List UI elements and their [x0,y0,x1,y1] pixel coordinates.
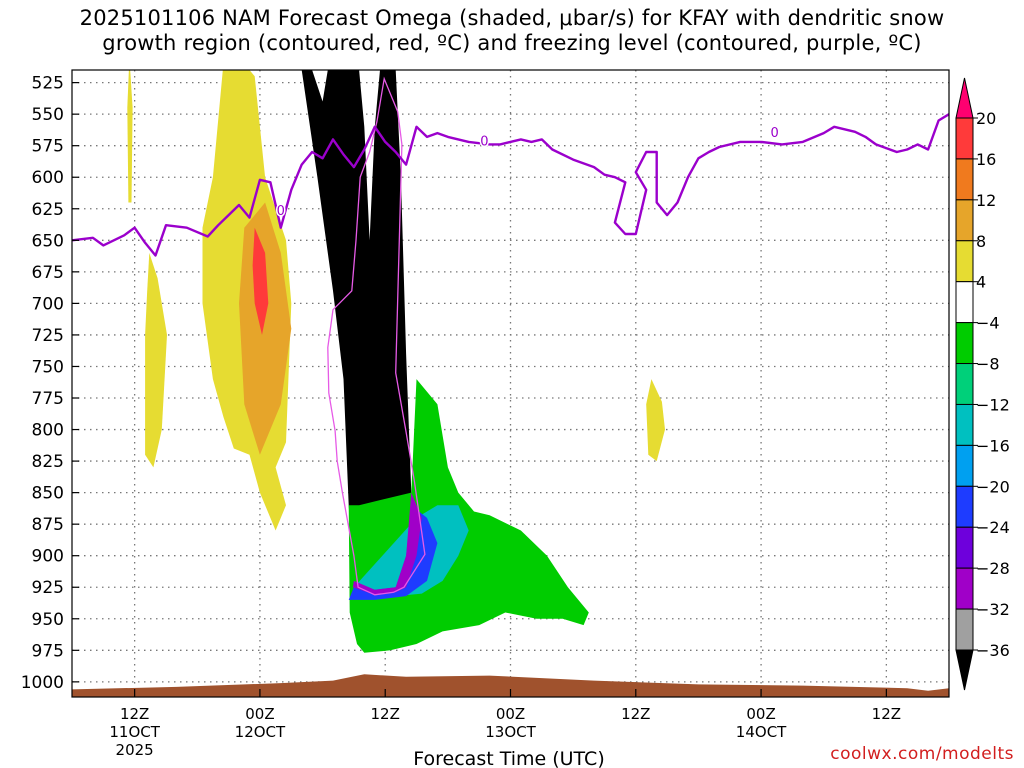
y-tick-label: 825 [32,452,64,472]
x-tick-label: 00Z [496,705,525,723]
freezing-level-line [72,113,949,257]
y-tick-label: 650 [32,231,64,251]
x-tick-label: 13OCT [485,723,536,741]
colorbar-box [955,281,974,324]
omega-region-6 [252,227,269,335]
colorbar-box [955,444,974,487]
y-tick-label: 775 [32,389,64,409]
x-tick-label: 12Z [621,705,650,723]
y-tick-label: 800 [32,421,64,441]
colorbar-box [955,608,974,651]
x-tick-label: 12Z [872,705,901,723]
x-tick-label: 00Z [746,705,775,723]
y-tick-label: 600 [32,168,64,188]
omega-colorbar: 20 16 12 8 4 −4 −8 −12 −16 −20 −24 −28 −32 −36 [955,77,1010,691]
freezing-level-label: 0 [771,126,779,141]
omega-region-5 [239,202,292,455]
omega-region-0 [275,70,412,590]
colorbar-box [955,158,974,201]
y-tick-label: 950 [32,610,64,630]
omega-shading [127,70,665,653]
y-tick-label: 900 [32,547,64,567]
colorbar-box [955,117,974,160]
x-tick-label: 11OCT [109,723,160,741]
colorbar-label: 16 [976,150,996,169]
x-tick-label: 12Z [120,705,149,723]
colorbar-label: −16 [976,436,1010,455]
colorbar-box [955,322,974,365]
colorbar-label: 8 [976,232,986,251]
omega-region-10 [352,492,422,595]
omega-region-2 [145,252,167,468]
omega-region-1 [127,70,133,203]
colorbar-box [955,567,974,610]
colorbar-bottom-arrow [955,649,974,691]
chart-title: 2025101106 NAM Forecast Omega (shaded, μ… [79,6,945,55]
freezing-level-label: 0 [277,204,285,219]
x-tick-label: 00Z [245,705,274,723]
colorbar-label: −20 [976,477,1010,496]
y-tick-label: 575 [32,137,64,157]
freezing-level-contour: 0 0 0 [72,113,949,257]
y-tick-label: 925 [32,578,64,598]
dgz-contours [327,76,426,596]
dgz-contour-0 [327,76,426,596]
x-tick-label: 12OCT [235,723,286,741]
colorbar-box [955,240,974,283]
y-tick-label: 1000 [21,673,64,693]
x-axis-title: Forecast Time (UTC) [413,748,604,768]
colorbar-label: −28 [976,559,1010,578]
x-tick-label: 12Z [371,705,400,723]
colorbar-label: 20 [976,109,996,128]
terrain-polygon [72,674,949,697]
colorbar-label: −12 [976,395,1010,414]
y-tick-label: 550 [32,105,64,125]
colorbar-label: 4 [976,273,986,292]
x-tick-label: 14OCT [736,723,787,741]
colorbar-box [955,363,974,405]
colorbar-box [955,403,974,446]
y-tick-label: 875 [32,515,64,535]
freezing-level-label: 0 [480,135,488,150]
colorbar-label: −8 [976,355,1000,374]
y-tick-label: 750 [32,357,64,377]
colorbar-label: −32 [976,600,1010,619]
y-tick-label: 675 [32,263,64,283]
colorbar-box [955,485,974,528]
y-tick-label: 975 [32,641,64,661]
colorbar-label: −36 [976,641,1010,660]
y-tick-label: 625 [32,200,64,220]
colorbar-top-arrow [955,77,974,119]
colorbar-label: 12 [976,191,996,210]
colorbar-label: −4 [976,314,1000,333]
y-tick-label: 525 [32,74,64,94]
y-tick-label: 725 [32,326,64,346]
colorbar-box [955,526,974,569]
y-tick-label: 700 [32,294,64,314]
colorbar-label: −24 [976,518,1010,537]
y-tick-label: 850 [32,484,64,504]
omega-region-4 [646,379,665,462]
terrain-fill [72,674,949,697]
pressure-axis: 525 550 575 600 625 650 675 700 725 750 775 800 825 8… [21,74,79,693]
x-tick-label: 2025 [116,741,154,759]
site-credit: coolwx.com/modelts [830,744,1014,764]
colorbar-box [955,199,974,242]
